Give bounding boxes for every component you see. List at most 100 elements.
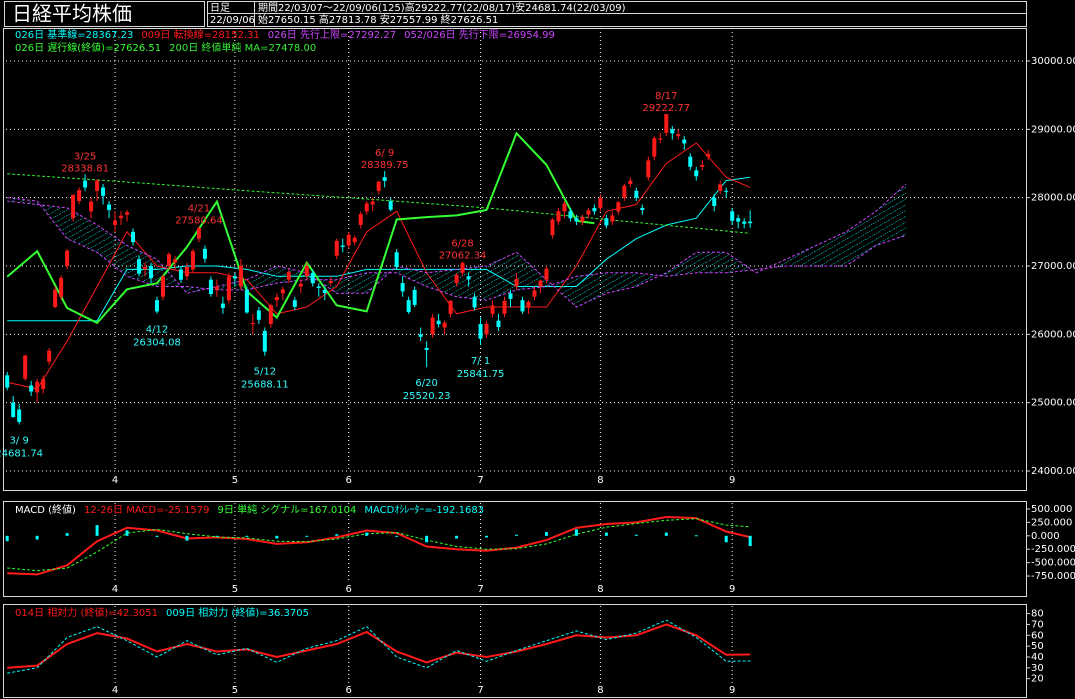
candle-body	[376, 181, 381, 191]
x-tick-label: 5	[232, 475, 238, 486]
candle-body	[508, 293, 513, 300]
candle-body	[640, 207, 645, 211]
candle-body	[107, 204, 112, 210]
candle-body	[11, 402, 16, 418]
histogram-bar	[125, 530, 129, 536]
candle-body	[580, 217, 585, 222]
y-tick-label: 26000.00	[1031, 329, 1075, 340]
legend-entry: 026日 基準線=28367.23	[15, 28, 133, 41]
histogram-bar	[748, 535, 752, 547]
candle-body	[688, 156, 693, 167]
annotation-value: 26304.08	[133, 338, 181, 349]
candle-body	[418, 334, 423, 337]
candle-body	[47, 350, 52, 362]
histogram-bar	[485, 535, 489, 538]
histogram-bar	[155, 535, 159, 537]
histogram-bar	[694, 535, 698, 537]
y-tick-label: 28000.00	[1031, 193, 1075, 204]
candle-body	[166, 254, 171, 267]
candle-body	[478, 324, 483, 339]
candle-body	[113, 220, 118, 226]
candle-body	[220, 303, 225, 308]
y-tick-label: 40	[1031, 652, 1044, 663]
candle-body	[712, 197, 717, 207]
candle-body	[514, 278, 519, 287]
candle-body	[394, 252, 399, 267]
histogram-bar	[275, 535, 279, 539]
candle-body	[196, 228, 201, 239]
candle-body	[496, 320, 501, 328]
candle-body	[17, 409, 22, 423]
y-tick-label: 30	[1031, 663, 1044, 674]
y-tick-label: -250.000	[1031, 544, 1075, 555]
candle-body	[652, 138, 657, 157]
annotation-value: 28338.81	[61, 164, 109, 175]
candle-body	[388, 201, 393, 210]
candle-body	[83, 180, 88, 188]
x-tick-label: 4	[112, 475, 118, 486]
candle-body	[328, 280, 333, 284]
y-tick-label: 0.000	[1031, 531, 1060, 542]
legend-entry: MACD (終値)	[15, 503, 76, 516]
candle-body	[160, 276, 165, 297]
annotation-value: 27580.64	[175, 215, 223, 226]
x-tick-label: 9	[729, 685, 735, 696]
candle-body	[484, 323, 489, 335]
candle-body	[718, 184, 723, 191]
series-line	[7, 518, 751, 572]
candle-body	[208, 279, 213, 295]
series-line	[7, 176, 751, 322]
y-tick-label: -500.000	[1031, 558, 1075, 569]
candle-body	[250, 322, 255, 325]
annotation-date: 6/20	[415, 378, 437, 389]
histogram-bar	[574, 529, 578, 536]
histogram-bar	[604, 532, 608, 536]
legend-entry: 9日 単純 シグナル=167.0104	[218, 503, 357, 516]
candle-body	[214, 286, 219, 290]
x-tick-label: 9	[729, 584, 735, 595]
y-tick-label: 20	[1031, 674, 1044, 685]
candle-body	[622, 185, 627, 198]
x-tick-label: 4	[112, 584, 118, 595]
candle-body	[430, 317, 435, 335]
y-tick-label: 500.000	[1031, 504, 1072, 515]
candle-body	[35, 381, 40, 393]
candle-body	[604, 218, 609, 226]
y-tick-label: 27000.00	[1031, 261, 1075, 272]
x-tick-label: 6	[346, 685, 352, 696]
candle-body	[268, 305, 273, 325]
candle-body	[610, 215, 615, 222]
candle-body	[5, 375, 10, 388]
x-tick-label: 8	[597, 685, 603, 696]
candle-body	[538, 280, 543, 287]
y-tick-label: 24000.00	[1031, 466, 1075, 477]
histogram-bar	[634, 534, 638, 536]
candle-body	[89, 201, 94, 212]
annotation-value: 27062.34	[439, 251, 487, 262]
y-tick-label: 25000.00	[1031, 398, 1075, 409]
candle-body	[298, 283, 303, 287]
candle-body	[125, 212, 130, 215]
x-tick-label: 7	[477, 475, 483, 486]
candle-body	[466, 276, 471, 280]
candle-body	[65, 250, 70, 267]
candle-body	[628, 180, 633, 185]
candle-body	[490, 305, 495, 314]
histogram-bar	[365, 532, 369, 536]
series-line	[7, 183, 907, 308]
candle-body	[358, 214, 363, 226]
candle-body	[244, 289, 249, 313]
y-tick-label: 80	[1031, 609, 1044, 620]
candle-body	[448, 300, 453, 314]
histogram-bar	[215, 535, 219, 537]
candle-body	[101, 187, 106, 196]
x-tick-label: 7	[477, 685, 483, 696]
histogram-bar	[185, 535, 189, 541]
candle-body	[442, 322, 447, 328]
histogram-bar	[455, 535, 459, 539]
last-date: 22/09/06	[210, 15, 255, 26]
histogram-bar	[35, 535, 39, 540]
period-info: 期間22/03/07～22/09/06(125)高29222.77(22/08/…	[258, 1, 626, 14]
